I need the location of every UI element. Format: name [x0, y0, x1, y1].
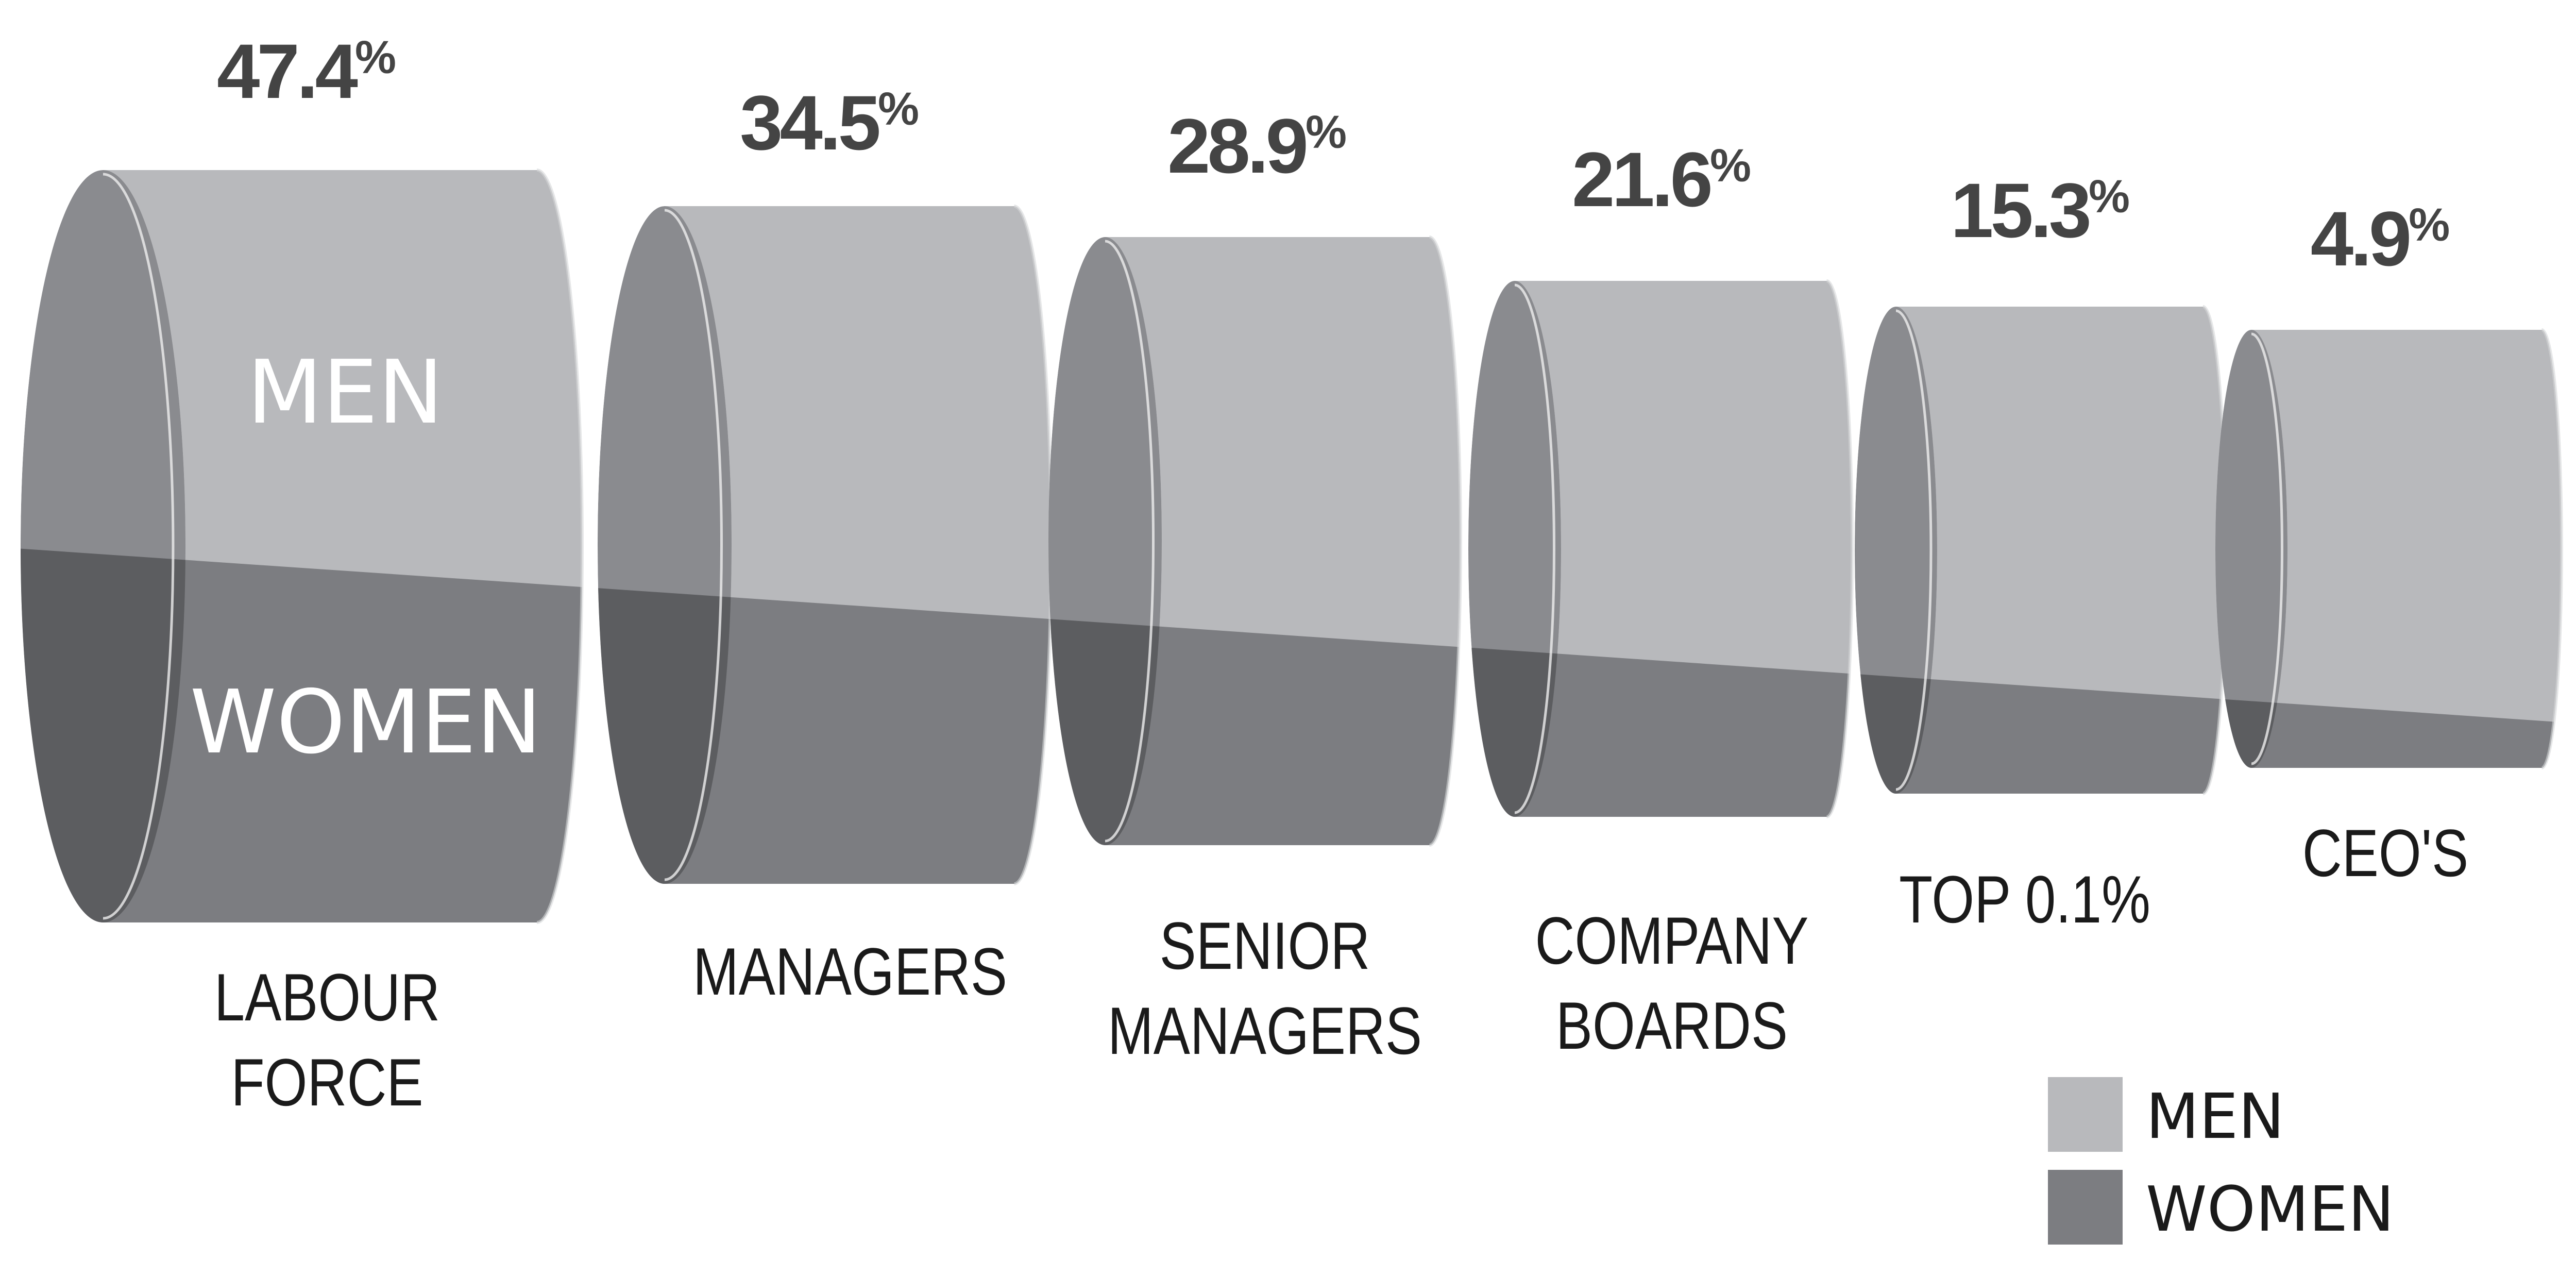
legend: MEN WOMEN: [2048, 1077, 2394, 1246]
value-label: 21.6%: [1572, 136, 1751, 223]
men-segment: [2251, 330, 2562, 768]
men-inside-label: MEN: [247, 342, 443, 444]
category-label: SENIOR MANAGERS: [1108, 909, 1422, 1068]
value-label: 4.9%: [2311, 195, 2450, 282]
cylinder-3: [1048, 236, 1462, 847]
cylinders-group: [21, 169, 2563, 924]
cylinder-6: [2215, 328, 2563, 769]
category-label: TOP 0.1%: [1899, 862, 2150, 937]
value-labels-group: 47.4% 34.5% 28.9% 21.6% 15.3% 4.9%: [217, 28, 2450, 282]
cylinder-2: [598, 205, 1053, 885]
cylinder-4: [1468, 279, 1854, 818]
cylinder-1: [21, 169, 584, 924]
legend-swatch: [2048, 1170, 2123, 1245]
category-label: MANAGERS: [693, 934, 1007, 1009]
category-label: COMPANY BOARDS: [1535, 903, 1808, 1063]
legend-swatch: [2048, 1077, 2123, 1152]
cylinder-cap: [1855, 307, 1937, 794]
value-label: 47.4%: [217, 28, 396, 114]
legend-item-men: MEN: [2048, 1077, 2284, 1153]
category-label: LABOUR FORCE: [214, 960, 440, 1120]
legend-label: MEN: [2146, 1081, 2284, 1153]
value-label: 34.5%: [740, 79, 919, 166]
men-segment: [1896, 307, 2226, 794]
women-segment: [1896, 672, 2226, 794]
legend-item-women: WOMEN: [2048, 1170, 2394, 1246]
value-label: 15.3%: [1951, 167, 2130, 254]
legend-label: WOMEN: [2146, 1174, 2394, 1246]
value-label: 28.9%: [1167, 103, 1347, 189]
women-segment: [2251, 697, 2562, 768]
cylinder-cap: [2215, 330, 2287, 768]
women-inside-label: WOMEN: [190, 671, 541, 774]
category-label: CEO'S: [2302, 816, 2468, 891]
cylinder-5: [1855, 305, 2227, 795]
category-labels-group: LABOUR FORCE MANAGERS SENIOR MANAGERS COMPANY…: [214, 816, 2468, 1120]
